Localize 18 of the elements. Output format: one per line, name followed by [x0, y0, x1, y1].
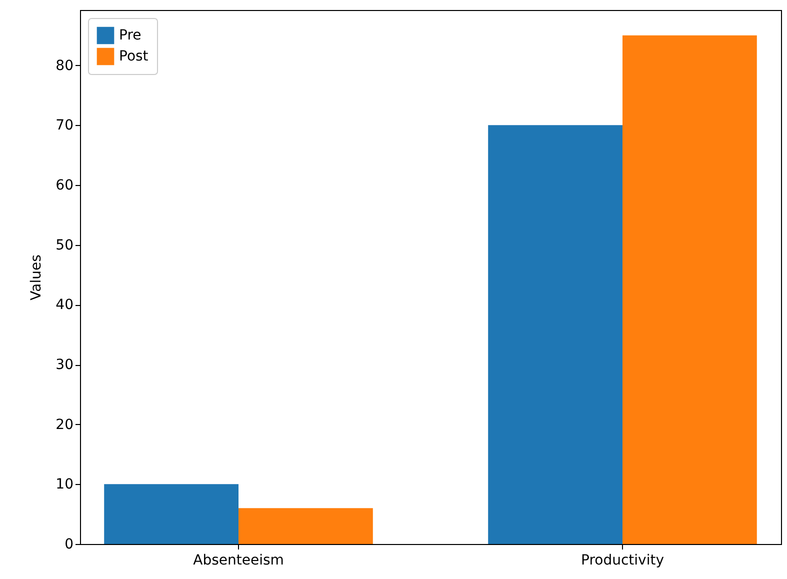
bar: [238, 508, 373, 544]
y-tick-label: 10: [56, 476, 74, 493]
y-tick-label: 30: [56, 357, 74, 374]
y-tick-label: 60: [56, 178, 74, 194]
y-axis-title: Values: [28, 254, 45, 300]
x-tick-label: Absenteeism: [193, 552, 284, 568]
bar: [104, 484, 239, 544]
y-tick-label: 0: [64, 536, 74, 552]
bar: [488, 125, 622, 544]
y-tick-label: 20: [56, 416, 74, 433]
legend-label: Post: [119, 48, 149, 64]
y-tick-label: 40: [56, 297, 74, 314]
bar: [622, 35, 757, 544]
x-tick-label: Productivity: [580, 552, 664, 568]
y-tick-label: 50: [56, 237, 74, 254]
y-tick-label: 70: [56, 118, 74, 134]
legend-label: Pre: [119, 28, 142, 44]
y-tick-label: 80: [56, 58, 74, 74]
